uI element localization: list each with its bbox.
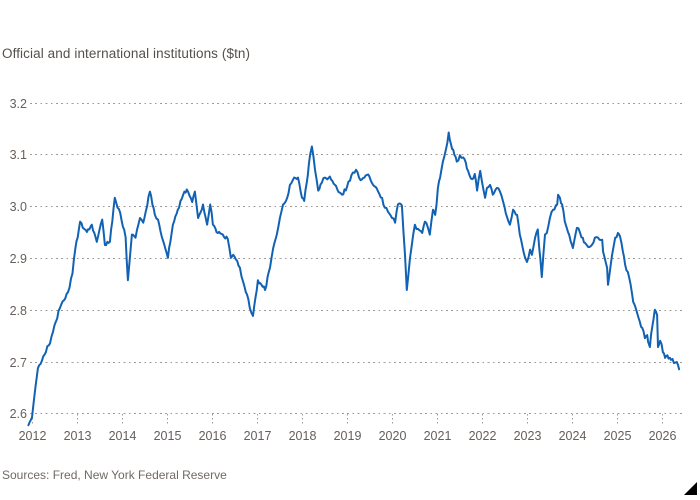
x-tick-label-2018: 2018 [289, 429, 317, 443]
x-tick-label-2020: 2020 [379, 429, 407, 443]
x-tick-label-2026: 2026 [649, 429, 677, 443]
x-tick-label-2023: 2023 [514, 429, 542, 443]
x-tick-label-2025: 2025 [604, 429, 632, 443]
y-tick-label-2.6: 2.6 [10, 407, 27, 421]
data-line-official-institutions [27, 131, 681, 427]
x-tick-label-2014: 2014 [109, 429, 137, 443]
y-tick-label-2.8: 2.8 [10, 304, 27, 318]
x-tick-label-2024: 2024 [559, 429, 587, 443]
x-tick-label-2013: 2013 [64, 429, 92, 443]
x-tick-label-2012: 2012 [19, 429, 47, 443]
y-tick-label-2.9: 2.9 [10, 252, 27, 266]
x-tick-label-2017: 2017 [244, 429, 272, 443]
y-tick-label-3.0: 3.0 [10, 200, 27, 214]
chart-title: Official and international institutions … [2, 46, 251, 61]
x-tick-label-2021: 2021 [424, 429, 452, 443]
y-tick-label-3.1: 3.1 [10, 148, 27, 162]
x-tick-label-2016: 2016 [199, 429, 227, 443]
source-text: Sources: Fred, New York Federal Reserve [2, 468, 227, 482]
y-tick-label-3.2: 3.2 [10, 97, 27, 111]
x-tick-label-2015: 2015 [154, 429, 182, 443]
y-tick-label-2.7: 2.7 [10, 356, 27, 370]
ft-corner-triangle-icon [684, 482, 697, 495]
x-tick-label-2022: 2022 [469, 429, 497, 443]
x-tick-label-2019: 2019 [334, 429, 362, 443]
